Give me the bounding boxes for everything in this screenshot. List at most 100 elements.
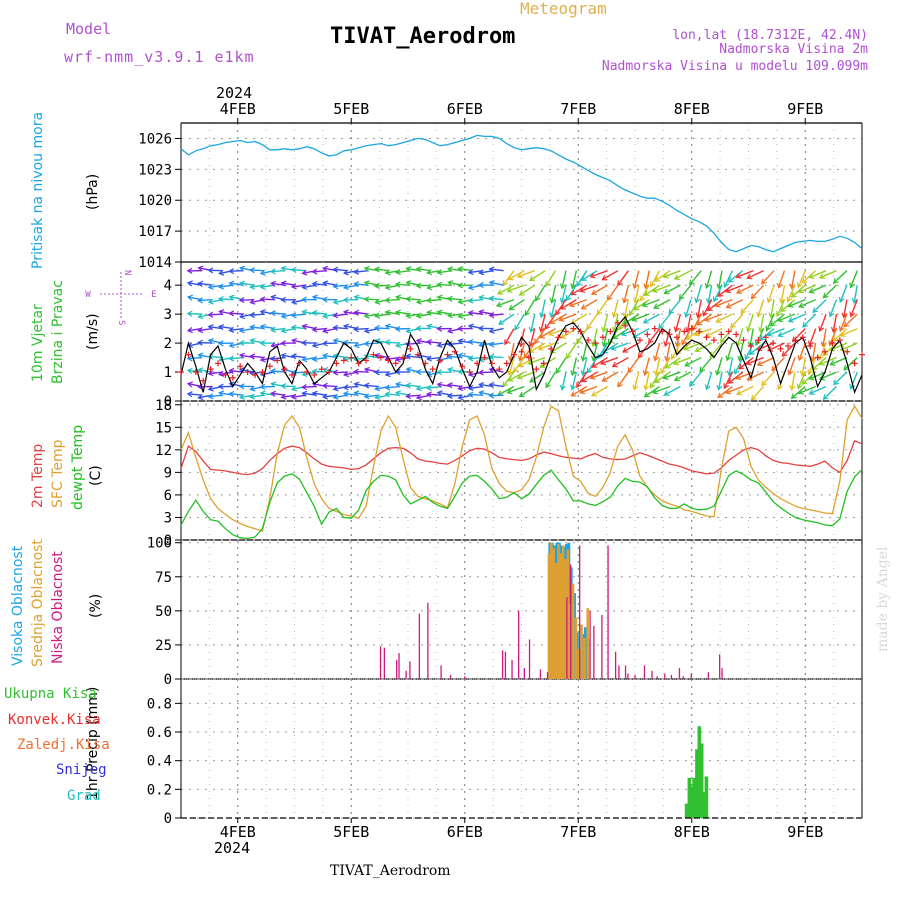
wind-arrow bbox=[446, 295, 462, 302]
gust-marker bbox=[585, 337, 592, 344]
wind-arrow bbox=[580, 342, 588, 362]
wind-arrow bbox=[332, 283, 348, 290]
gust-marker bbox=[540, 360, 547, 367]
wind-arrow bbox=[186, 267, 202, 274]
wind-arrow bbox=[228, 355, 244, 362]
wind-arrow bbox=[374, 312, 390, 319]
gust-marker bbox=[185, 351, 192, 358]
gust-marker bbox=[577, 328, 584, 335]
gust-marker bbox=[252, 371, 259, 378]
wind-arrow bbox=[756, 299, 765, 318]
wind-arrow bbox=[620, 327, 640, 337]
wind-arrow bbox=[280, 296, 296, 303]
wind-arrow bbox=[766, 327, 785, 337]
wind-arrow bbox=[197, 327, 213, 334]
wind-arrow bbox=[673, 371, 692, 382]
wind-arrow bbox=[332, 312, 348, 319]
gust-marker bbox=[592, 340, 599, 347]
wind-arrow bbox=[457, 312, 473, 319]
sfctemp-ylabel: SFC Temp bbox=[50, 439, 66, 508]
gust-marker bbox=[400, 354, 407, 361]
wind-arrow bbox=[559, 285, 567, 304]
x-tick-label-bottom: 6FEB bbox=[447, 823, 483, 841]
wind-panel: 0 1 2 3 4 bbox=[164, 262, 865, 410]
gust-marker bbox=[422, 360, 429, 367]
wind-arrow bbox=[796, 270, 806, 289]
wind-arrow bbox=[259, 283, 275, 290]
wind-arrow bbox=[685, 313, 692, 333]
wind-arrow bbox=[828, 299, 838, 318]
wind-arrow bbox=[290, 324, 306, 331]
wind-arrow bbox=[535, 284, 546, 302]
wind-arrow bbox=[643, 270, 650, 290]
wind-arrow bbox=[695, 299, 702, 319]
wind-arrow bbox=[384, 309, 400, 316]
cloud-bar bbox=[570, 564, 572, 679]
wind-arrow bbox=[570, 371, 578, 391]
gust-marker bbox=[666, 331, 673, 338]
wind-arrow bbox=[576, 328, 588, 345]
gust-marker bbox=[821, 348, 828, 355]
wind-arrow bbox=[760, 270, 775, 285]
y-tick-label: 1017 bbox=[138, 224, 172, 240]
gust-marker bbox=[326, 369, 333, 376]
wind-arrow bbox=[735, 270, 754, 279]
wind-arrow bbox=[724, 385, 744, 395]
top-x-tick-labels: 4FEB 5FEB 6FEB 7FEB 8FEB 9FEB bbox=[220, 100, 823, 123]
wind-arrow bbox=[662, 270, 681, 279]
wind-arrow bbox=[818, 371, 837, 381]
wind-arrow bbox=[207, 353, 223, 360]
model-label: Model bbox=[66, 20, 111, 38]
cloud-bar bbox=[670, 674, 673, 679]
gust-marker bbox=[363, 357, 370, 364]
wind-arrow bbox=[488, 295, 504, 302]
precip-bar bbox=[701, 792, 706, 818]
gust-marker bbox=[844, 348, 851, 355]
wind-arrow bbox=[611, 299, 619, 319]
wind-arrow bbox=[405, 312, 421, 319]
wind-arrow bbox=[197, 339, 213, 346]
x-tick-label-top: 5FEB bbox=[333, 100, 369, 118]
cloud-bar bbox=[518, 610, 520, 679]
wind-arrow bbox=[678, 284, 692, 301]
wind-arrow bbox=[394, 390, 411, 397]
temperature-panel: 0 3 6 9 12 15 18 bbox=[155, 398, 863, 549]
y-tick-label: 75 bbox=[155, 570, 172, 586]
wind-arrow bbox=[664, 356, 681, 369]
wind-arrow bbox=[748, 342, 765, 356]
wind-arrow bbox=[197, 367, 213, 374]
wind-arrow bbox=[780, 299, 796, 313]
wind-arrow bbox=[342, 390, 358, 398]
wind-arrow bbox=[353, 268, 369, 275]
wind-arrow bbox=[301, 283, 317, 290]
wind-arrow bbox=[715, 357, 723, 376]
cloud-bar bbox=[398, 653, 400, 679]
gust-marker bbox=[533, 366, 540, 373]
precip-ylabel-name: 1hr Precip bbox=[85, 729, 101, 800]
gust-marker bbox=[762, 334, 769, 341]
wind-arrow bbox=[332, 369, 348, 376]
wind-arrow bbox=[822, 386, 837, 400]
wind-arrow bbox=[750, 284, 765, 300]
cloud-unit: (%) bbox=[88, 594, 104, 618]
wind-arrow bbox=[415, 325, 431, 332]
wind-arrow bbox=[290, 266, 306, 274]
wind-arrow bbox=[311, 280, 327, 288]
gust-marker bbox=[392, 360, 399, 367]
wind-arrow bbox=[787, 357, 796, 376]
wind-arrow bbox=[766, 284, 775, 304]
precip-panel: 0 0.2 0.4 0.6 0.8 bbox=[147, 679, 863, 827]
wind-arrow bbox=[537, 342, 556, 351]
y-tick-label: 15 bbox=[155, 420, 172, 436]
wind-arrow bbox=[311, 268, 327, 275]
wind-arrow bbox=[524, 299, 536, 317]
cloud-bar bbox=[559, 553, 563, 679]
y-tick-label: 0.6 bbox=[147, 725, 172, 741]
wind-arrow bbox=[426, 355, 442, 362]
wind-arrow bbox=[662, 371, 681, 380]
wind-arrow bbox=[725, 342, 734, 362]
wind-arrow bbox=[467, 391, 483, 398]
wind-arrow bbox=[514, 313, 525, 331]
precip-bar bbox=[689, 786, 694, 818]
